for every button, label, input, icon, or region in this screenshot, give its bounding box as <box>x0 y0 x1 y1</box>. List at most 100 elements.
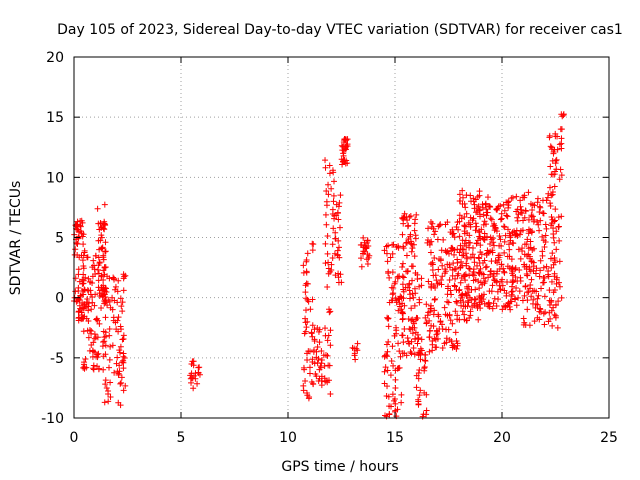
data-point-marker <box>516 231 523 238</box>
data-point-marker <box>519 245 526 252</box>
data-point-marker <box>394 365 401 372</box>
data-point-marker <box>309 247 316 254</box>
data-point-marker <box>331 212 338 219</box>
data-point-marker <box>549 250 556 257</box>
data-point-marker <box>393 299 400 306</box>
data-point-marker <box>422 358 429 365</box>
data-point-marker <box>302 307 309 314</box>
data-point-marker <box>432 336 439 343</box>
data-point-marker <box>512 265 519 272</box>
data-point-marker <box>551 218 558 225</box>
data-point-marker <box>96 320 103 327</box>
data-point-marker <box>337 192 344 199</box>
data-point-marker <box>101 338 108 345</box>
data-point-marker <box>196 371 203 378</box>
data-point-marker <box>101 221 108 228</box>
data-point-marker <box>404 334 411 341</box>
data-point-marker <box>84 295 91 302</box>
data-point-marker <box>322 378 329 385</box>
data-point-marker <box>454 299 461 306</box>
data-point-marker <box>417 387 424 394</box>
data-point-marker <box>409 324 416 331</box>
data-point-marker <box>456 218 463 225</box>
data-point-marker <box>409 330 416 337</box>
data-point-marker <box>106 332 113 339</box>
data-point-marker <box>554 133 561 140</box>
data-point-marker <box>487 215 494 222</box>
data-point-marker <box>453 224 460 231</box>
data-point-marker <box>527 282 534 289</box>
data-point-marker <box>328 261 335 268</box>
data-point-marker <box>113 326 120 333</box>
data-point-marker <box>423 301 430 308</box>
data-point-marker <box>304 280 311 287</box>
data-point-marker <box>550 304 557 311</box>
data-point-marker <box>456 233 463 240</box>
data-point-marker <box>490 239 497 246</box>
data-point-marker <box>75 271 82 278</box>
data-point-marker <box>548 171 555 178</box>
data-point-marker <box>325 181 332 188</box>
data-point-marker <box>499 306 506 313</box>
data-point-marker <box>429 259 436 266</box>
data-point-marker <box>117 343 124 350</box>
data-point-marker <box>537 217 544 224</box>
data-point-marker <box>425 225 432 232</box>
data-point-marker <box>517 274 524 281</box>
data-point-marker <box>488 216 495 223</box>
data-point-marker <box>116 347 123 354</box>
data-point-marker <box>429 341 436 348</box>
data-point-marker <box>118 303 125 310</box>
data-point-marker <box>304 250 311 257</box>
data-point-marker <box>311 360 318 367</box>
data-point-marker <box>318 382 325 389</box>
data-point-marker <box>530 267 537 274</box>
data-point-marker <box>120 350 127 357</box>
data-point-marker <box>326 306 333 313</box>
data-point-marker <box>95 277 102 284</box>
x-tick-label: 15 <box>386 430 404 446</box>
data-point-marker <box>325 259 332 266</box>
data-point-marker <box>306 370 313 377</box>
data-point-marker <box>456 191 463 198</box>
data-point-marker <box>493 270 500 277</box>
data-point-marker <box>383 250 390 257</box>
data-point-marker <box>309 296 316 303</box>
data-point-marker <box>426 317 433 324</box>
data-point-marker <box>400 274 407 281</box>
data-point-marker <box>116 368 123 375</box>
data-point-marker <box>536 305 543 312</box>
data-point-marker <box>480 211 487 218</box>
data-point-marker <box>119 299 126 306</box>
data-point-marker <box>412 232 419 239</box>
data-point-marker <box>399 315 406 322</box>
data-point-marker <box>551 217 558 224</box>
data-point-marker <box>330 225 337 232</box>
data-point-marker <box>551 146 558 153</box>
data-point-marker <box>471 201 478 208</box>
data-point-marker <box>466 314 473 321</box>
data-point-marker <box>406 281 413 288</box>
data-point-marker <box>472 209 479 216</box>
data-point-marker <box>74 240 81 247</box>
data-point-marker <box>432 344 439 351</box>
data-point-marker <box>385 338 392 345</box>
data-point-marker <box>392 376 399 383</box>
x-tick-label: 10 <box>279 430 297 446</box>
data-point-marker <box>358 255 365 262</box>
y-tick-label: -5 <box>50 351 64 367</box>
data-point-marker <box>393 244 400 251</box>
data-point-marker <box>96 246 103 253</box>
data-point-marker <box>95 220 102 227</box>
data-point-marker <box>117 402 124 409</box>
data-point-marker <box>102 351 109 358</box>
data-point-marker <box>465 265 472 272</box>
data-point-marker <box>462 277 469 284</box>
data-point-marker <box>428 305 435 312</box>
data-point-marker <box>536 316 543 323</box>
data-point-marker <box>313 348 320 355</box>
data-point-marker <box>530 245 537 252</box>
data-point-marker <box>485 274 492 281</box>
data-point-marker <box>509 268 516 275</box>
data-point-marker <box>78 217 85 224</box>
